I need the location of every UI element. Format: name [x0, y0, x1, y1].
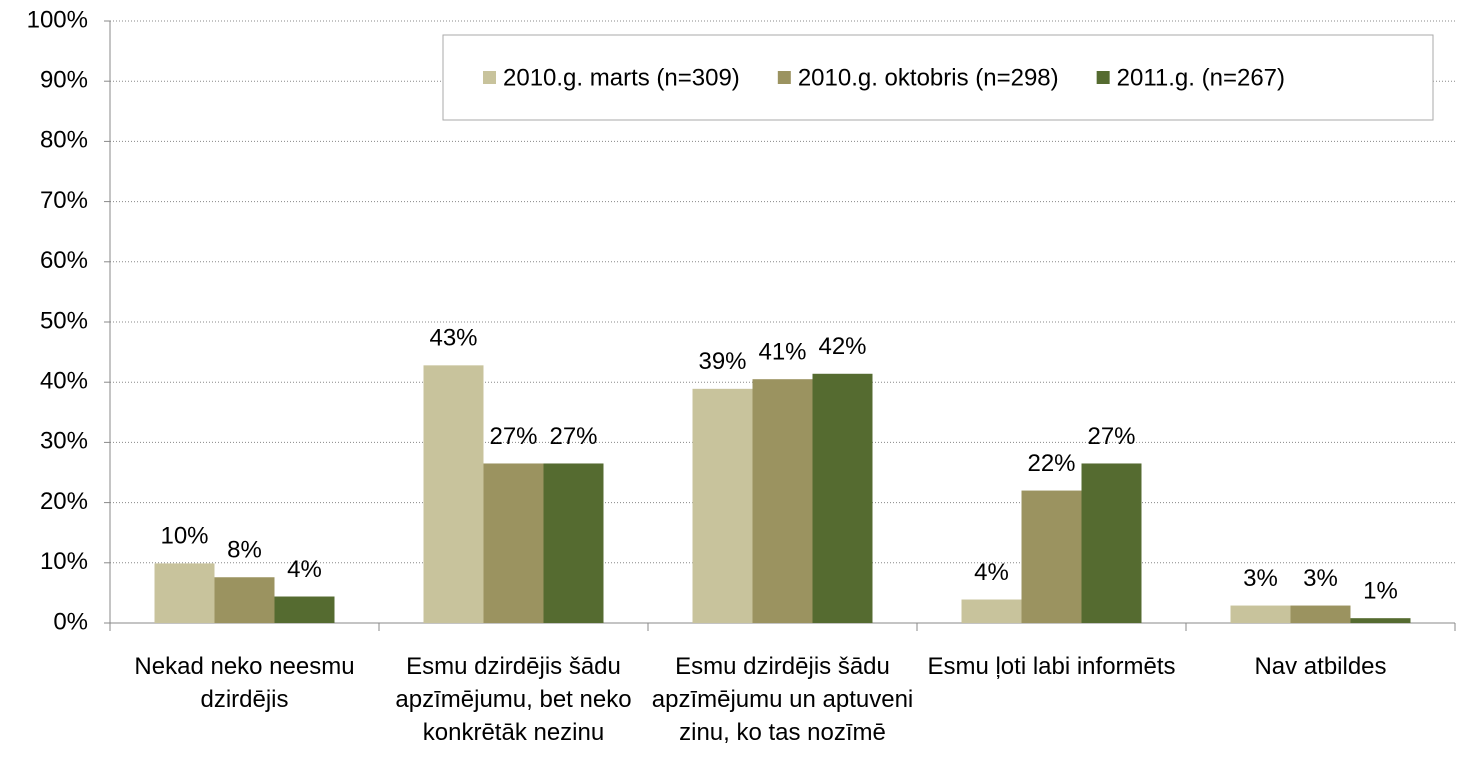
bar	[154, 563, 215, 623]
y-tick-label: 90%	[40, 67, 88, 94]
data-label: 42%	[818, 333, 866, 360]
y-tick-label: 30%	[40, 428, 88, 455]
data-label: 4%	[287, 556, 322, 583]
x-tick-label: Nekad neko neesmu dzirdējis	[134, 653, 355, 713]
data-label: 27%	[549, 423, 597, 450]
legend-swatch	[777, 71, 791, 84]
bar	[423, 365, 484, 623]
data-label: 4%	[974, 559, 1009, 586]
bar	[752, 379, 813, 623]
bar	[214, 577, 275, 623]
data-label: 3%	[1243, 565, 1278, 592]
x-tick-label: Esmu ļoti labi informēts	[927, 653, 1176, 680]
data-label: 39%	[698, 348, 746, 375]
bar	[1290, 605, 1351, 623]
bar	[543, 463, 604, 623]
x-tick-label: Nav atbildes	[1254, 653, 1387, 680]
data-label: 1%	[1363, 578, 1398, 605]
bar	[1081, 463, 1142, 623]
legend-label: 2010.g. oktobris (n=298)	[798, 64, 1059, 91]
y-tick-label: 10%	[40, 548, 88, 575]
legend-box	[442, 34, 1434, 121]
bar	[1230, 605, 1291, 623]
data-label: 10%	[160, 523, 208, 550]
legend-swatch	[1096, 71, 1110, 84]
data-label: 27%	[489, 423, 537, 450]
data-label: 41%	[758, 339, 806, 366]
y-tick-label: 60%	[40, 247, 88, 274]
data-label: 22%	[1027, 450, 1075, 477]
y-tick-label: 0%	[53, 608, 88, 635]
bar	[961, 599, 1022, 623]
data-label: 43%	[429, 325, 477, 352]
bar	[1021, 490, 1082, 623]
bar	[692, 388, 753, 623]
x-tick-label: Esmu dzirdējis šādu apzīmējumu, bet neko…	[395, 653, 632, 746]
y-tick-label: 80%	[40, 127, 88, 154]
y-tick-label: 40%	[40, 368, 88, 395]
legend-label: 2010.g. marts (n=309)	[503, 64, 740, 91]
data-label: 3%	[1303, 565, 1338, 592]
data-label: 8%	[227, 537, 262, 564]
y-tick-label: 70%	[40, 187, 88, 214]
bar	[812, 373, 873, 623]
legend-swatch	[483, 71, 496, 84]
legend-label: 2011.g. (n=267)	[1117, 64, 1285, 91]
y-tick-label: 50%	[40, 307, 88, 334]
data-label: 27%	[1087, 423, 1135, 450]
y-tick-label: 100%	[27, 6, 88, 33]
bar	[483, 463, 544, 623]
x-tick-label: Esmu dzirdējis šādu apzīmējumu un aptuve…	[651, 653, 914, 746]
bar	[1350, 618, 1411, 623]
bar	[274, 596, 335, 623]
y-tick-label: 20%	[40, 488, 88, 515]
